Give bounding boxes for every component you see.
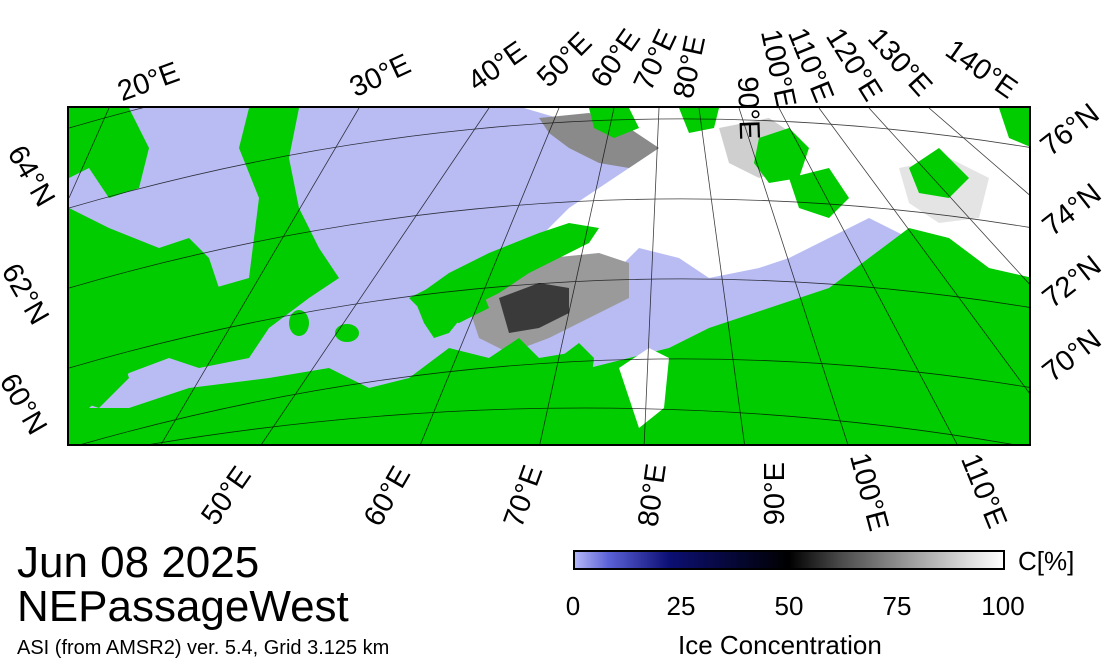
lon-label-bottom: 100°E — [843, 449, 895, 535]
date-label: Jun 08 2025 — [17, 538, 260, 587]
lon-label-top: 30°E — [344, 48, 416, 104]
map-panel — [67, 106, 1031, 446]
lon-label-bottom: 60°E — [357, 461, 418, 532]
colorbar-unit: C[%] — [1018, 546, 1075, 576]
lat-label-right: 70°N — [1036, 323, 1108, 389]
lon-label-top: 20°E — [113, 56, 184, 108]
colorbar-tick: 0 — [565, 591, 581, 621]
map-canvas — [69, 108, 1029, 444]
lon-label-top: 90°E — [731, 75, 766, 141]
lon-label-bottom: 50°E — [195, 460, 258, 531]
lat-label-right: 72°N — [1036, 249, 1108, 315]
colorbar-tick: 100 — [981, 591, 1025, 621]
lon-label-bottom: 80°E — [632, 461, 673, 529]
lat-label-right: 76°N — [1034, 97, 1106, 163]
ice-concentration-colorbar — [573, 550, 1005, 570]
lat-label-right: 74°N — [1036, 177, 1108, 243]
source-label: ASI (from AMSR2) ver. 5.4, Grid 3.125 km — [17, 637, 390, 659]
region-label: NEPassageWest — [17, 582, 349, 631]
lat-label-left: 62°N — [0, 258, 55, 331]
colorbar-tick: 25 — [666, 591, 696, 621]
lon-label-top: 50°E — [531, 26, 599, 94]
lon-label-top: 140°E — [939, 33, 1023, 106]
graticule — [69, 108, 1029, 444]
colorbar-tick: 50 — [774, 591, 804, 621]
lon-label-bottom: 90°E — [759, 462, 792, 526]
lon-label-bottom: 70°E — [497, 461, 550, 532]
lon-label-top: 40°E — [462, 35, 533, 98]
lat-label-left: 60°N — [0, 368, 53, 441]
lat-label-left: 64°N — [0, 140, 61, 213]
lon-label-bottom: 110°E — [954, 449, 1013, 533]
colorbar-title: Ice Concentration — [678, 630, 882, 660]
colorbar-tick: 75 — [882, 591, 912, 621]
